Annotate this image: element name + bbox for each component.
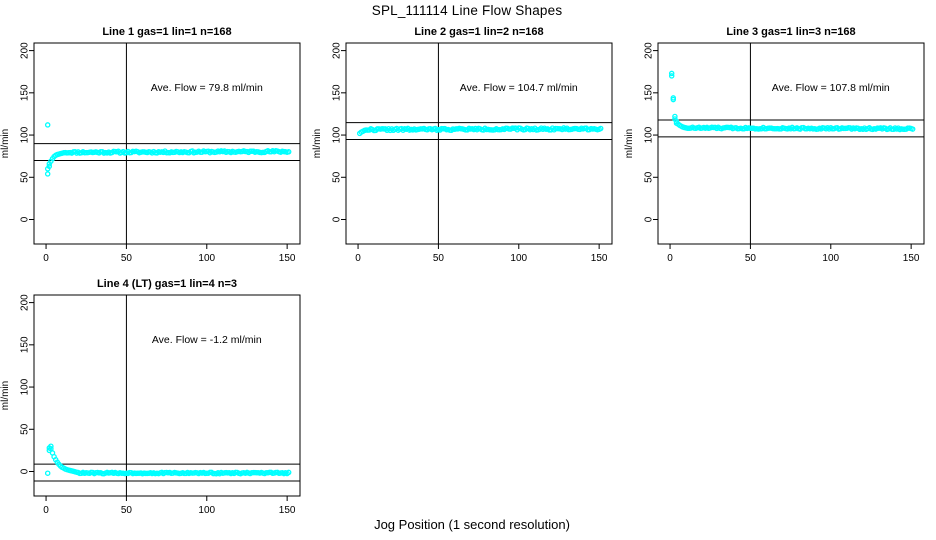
x-tick-label: 100	[198, 505, 215, 516]
panel-2: 0 50 100 150 0 50 100 150 200 ml/min Line 2 gas=1 …	[312, 26, 613, 264]
panel-frame	[33, 294, 301, 497]
y-tick-label: 100	[20, 378, 31, 395]
data-point	[48, 443, 54, 449]
data-point	[285, 149, 292, 155]
panel-title: Line 3 gas=1 lin=3 n=168	[726, 26, 855, 38]
y-tick-label: 50	[20, 423, 31, 435]
panel-ylabel: ml/min	[624, 129, 635, 158]
ave-flow-annotation: Ave. Flow = -1.2 ml/min	[152, 334, 262, 346]
x-tick-label: 150	[279, 253, 296, 264]
y-tick-label: 50	[644, 171, 655, 183]
x-tick-label: 0	[667, 253, 673, 264]
y-tick-label: 200	[332, 42, 343, 59]
panel-ylabel: ml/min	[0, 129, 11, 158]
panels-layer: 0 50 100 150 0 50 100 150 200 ml/min Line 1 gas=1 …	[0, 26, 925, 516]
data-point	[44, 171, 51, 177]
data-point	[670, 96, 677, 103]
y-tick-label: 100	[332, 126, 343, 143]
panel-1: 0 50 100 150 0 50 100 150 200 ml/min Line 1 gas=1 …	[0, 26, 301, 264]
x-tick-label: 50	[121, 505, 133, 516]
panel-ylabel: ml/min	[0, 381, 11, 410]
x-tick-label: 150	[279, 505, 296, 516]
panel-frame	[657, 42, 925, 245]
x-tick-label: 100	[822, 253, 839, 264]
y-tick-label: 100	[20, 126, 31, 143]
x-tick-label: 0	[355, 253, 361, 264]
y-tick-label: 0	[332, 216, 343, 222]
data-point	[44, 470, 51, 476]
panel-frame	[33, 42, 301, 245]
x-tick-label: 100	[510, 253, 527, 264]
panel-4: 0 50 100 150 0 50 100 150 200 ml/min Line 4 (LT) g…	[0, 278, 301, 516]
data-point	[597, 125, 604, 132]
x-tick-label: 0	[43, 505, 49, 516]
data-point	[909, 126, 916, 132]
x-tick-label: 150	[591, 253, 608, 264]
y-tick-label: 150	[20, 84, 31, 101]
y-tick-label: 150	[332, 84, 343, 101]
panel-3: 0 50 100 150 0 50 100 150 200 ml/min Line 3 gas=1 …	[624, 26, 925, 264]
y-tick-label: 150	[644, 84, 655, 101]
ave-flow-annotation: Ave. Flow = 104.7 ml/min	[460, 82, 578, 94]
y-tick-label: 200	[20, 294, 31, 311]
ave-flow-annotation: Ave. Flow = 79.8 ml/min	[151, 82, 263, 94]
x-axis-label: Jog Position (1 second resolution)	[374, 517, 570, 532]
y-tick-label: 0	[20, 216, 31, 222]
x-tick-label: 50	[433, 253, 445, 264]
y-tick-label: 200	[20, 42, 31, 59]
panel-title: Line 1 gas=1 lin=1 n=168	[102, 26, 231, 38]
data-point	[44, 122, 51, 128]
data-point	[668, 70, 675, 77]
x-tick-label: 50	[121, 253, 133, 264]
data-point	[46, 163, 53, 170]
x-tick-label: 0	[43, 253, 49, 264]
y-tick-label: 50	[332, 171, 343, 183]
main-title: SPL_111114 Line Flow Shapes	[372, 3, 563, 18]
ave-flow-annotation: Ave. Flow = 107.8 ml/min	[772, 82, 890, 94]
y-tick-label: 50	[20, 171, 31, 183]
y-tick-label: 0	[20, 468, 31, 474]
data-point	[672, 113, 678, 120]
y-tick-label: 0	[644, 216, 655, 222]
panel-frame	[345, 42, 613, 245]
panel-title: Line 4 (LT) gas=1 lin=4 n=3	[97, 278, 237, 290]
x-tick-label: 150	[903, 253, 920, 264]
y-tick-label: 150	[20, 336, 31, 353]
data-point	[668, 73, 675, 79]
data-point	[285, 469, 292, 476]
panel-title: Line 2 gas=1 lin=2 n=168	[414, 26, 543, 38]
y-tick-label: 100	[644, 126, 655, 143]
x-tick-label: 50	[745, 253, 757, 264]
panel-ylabel: ml/min	[312, 129, 323, 158]
y-tick-label: 200	[644, 42, 655, 59]
x-tick-label: 100	[198, 253, 215, 264]
